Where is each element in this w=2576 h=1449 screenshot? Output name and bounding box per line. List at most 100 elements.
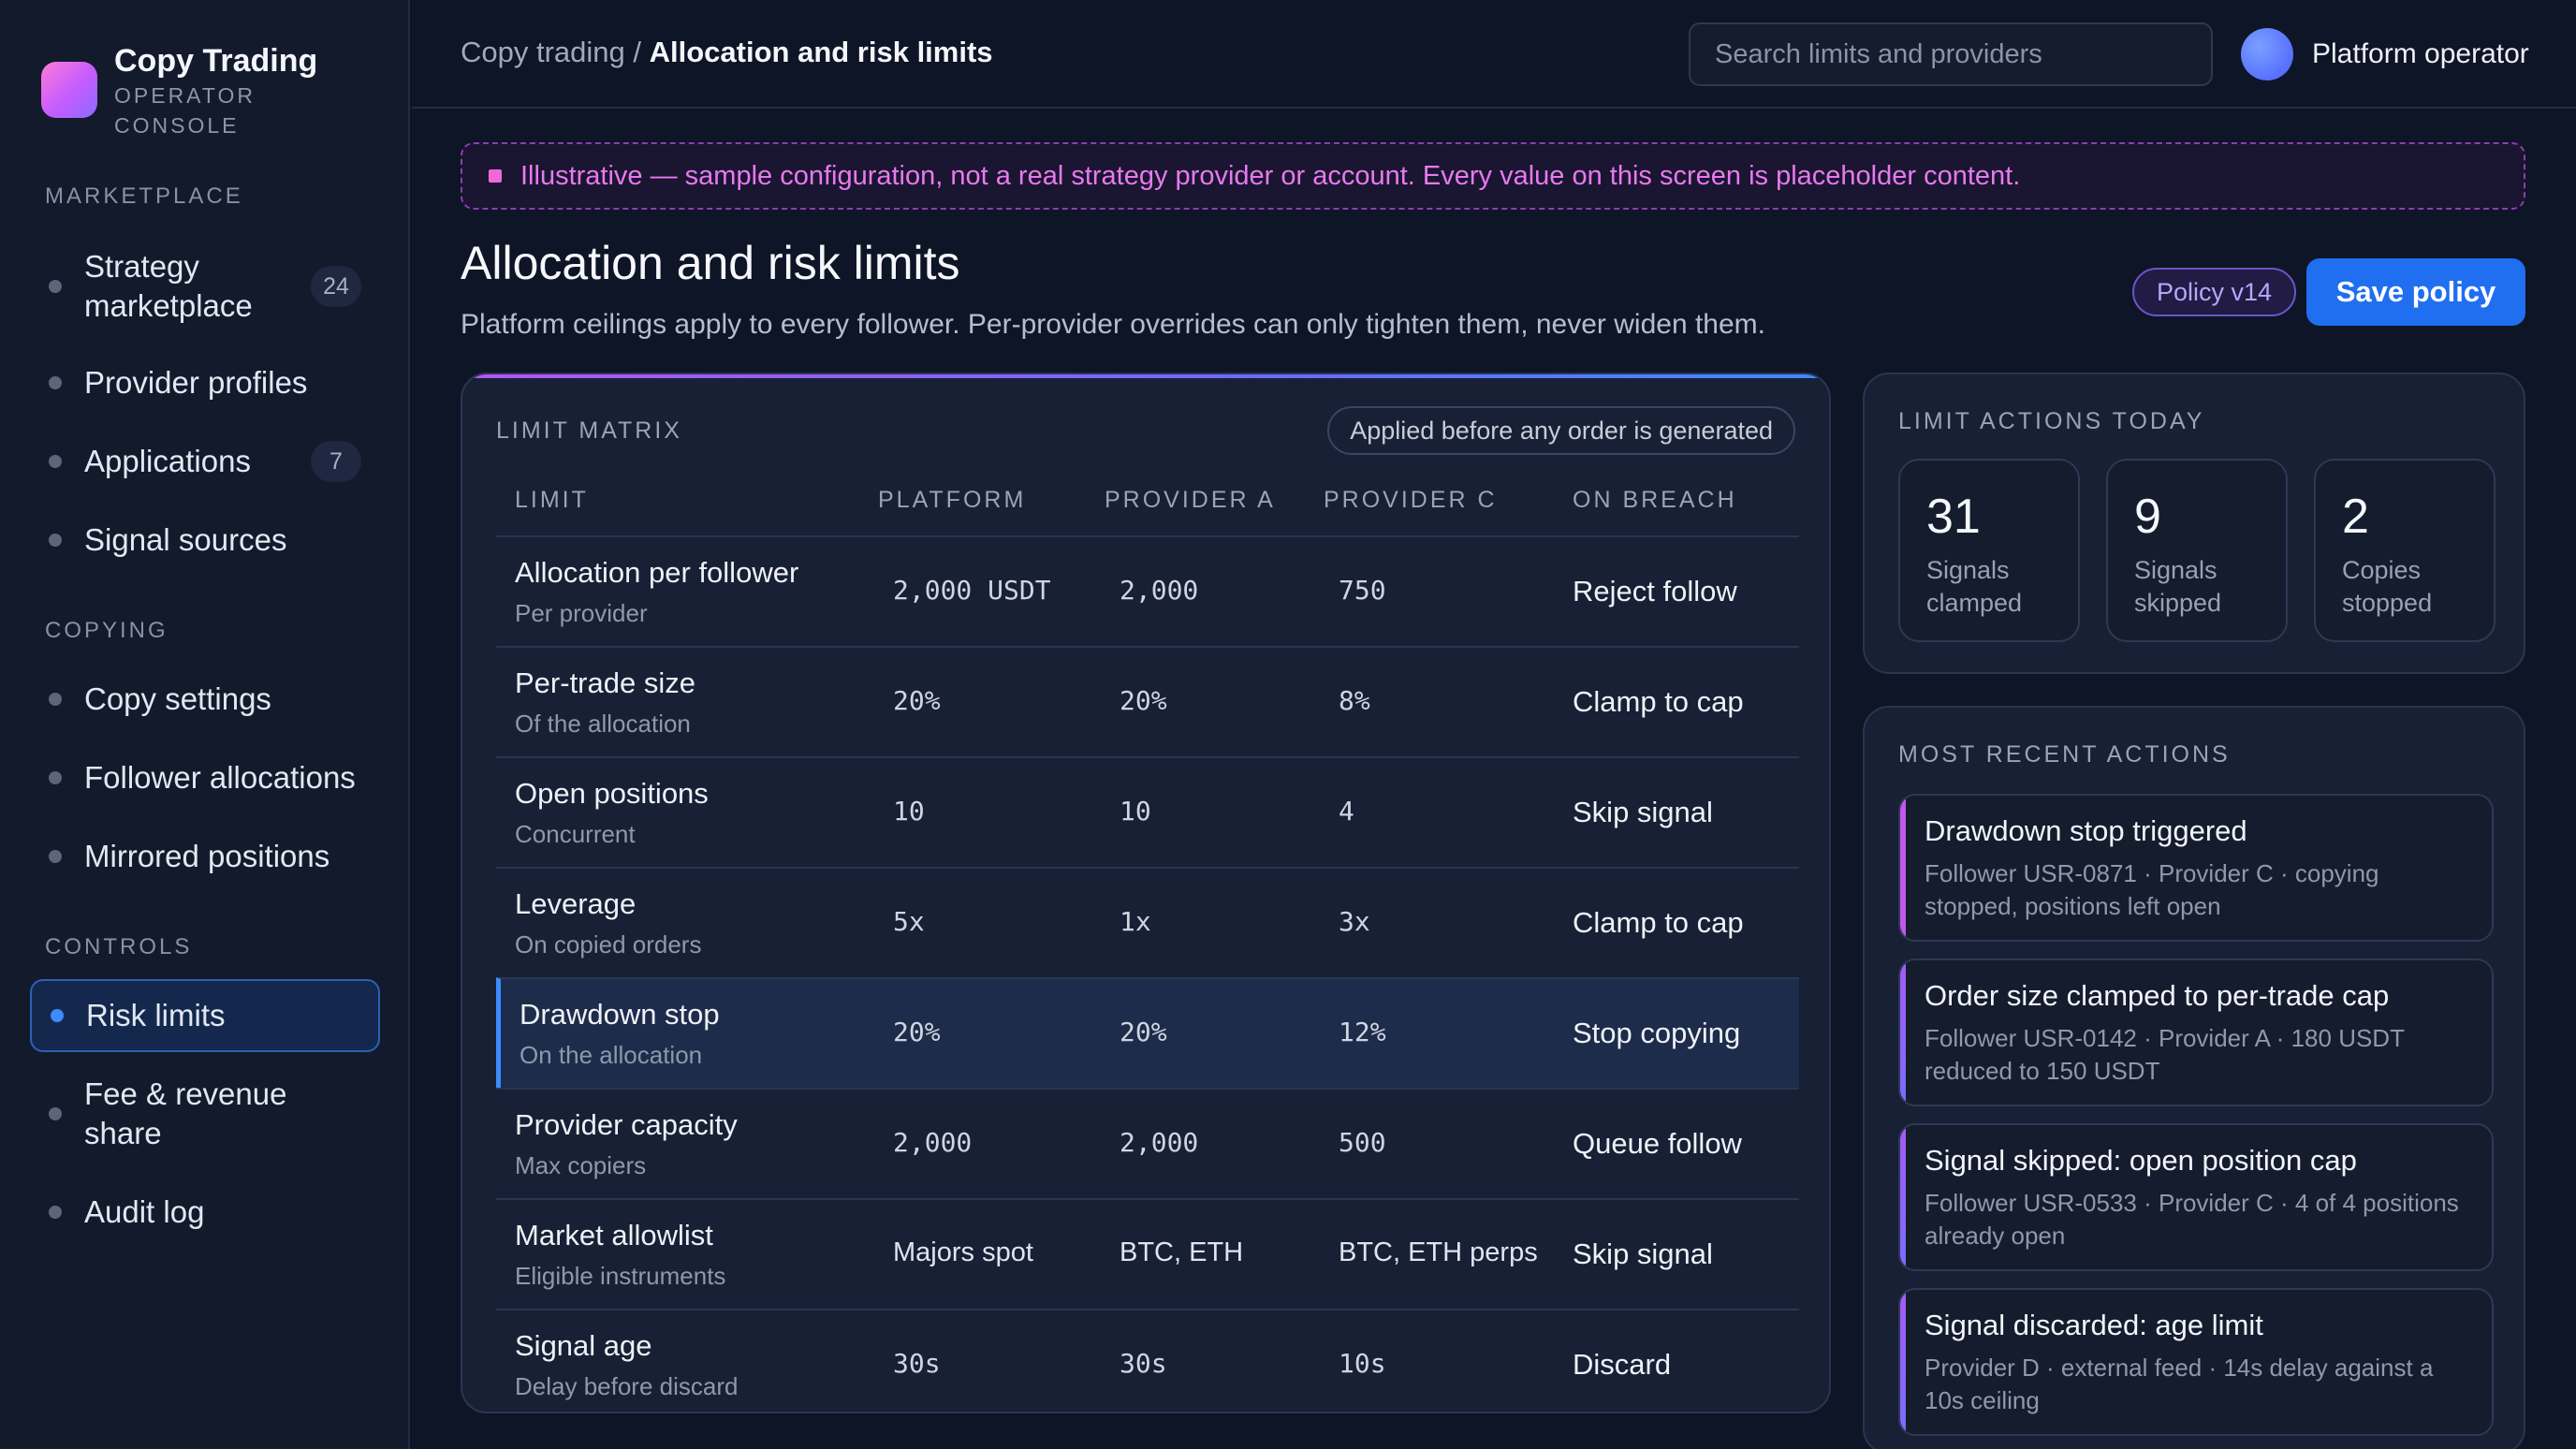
limit-matrix-card: LIMIT MATRIX Applied before any order is… — [461, 373, 1831, 1413]
sidebar-item-label: Mirrored positions — [84, 839, 330, 873]
avatar[interactable] — [2241, 28, 2293, 80]
sidebar-item-provider-profiles[interactable]: Provider profiles — [30, 363, 380, 402]
search-box[interactable] — [1689, 22, 2213, 86]
provider-a-value: 30s — [1120, 1348, 1167, 1379]
brand-subtitle: OPERATOR CONSOLE — [114, 83, 256, 138]
stat-value: 9 — [2134, 490, 2161, 544]
sidebar-item-risk-limits[interactable]: Risk limits — [30, 979, 380, 1052]
stat-copies-stopped[interactable]: 2 Copies stopped — [2314, 459, 2496, 642]
platform-value: 30s — [893, 1348, 941, 1379]
limit-description: Of the allocation — [515, 710, 691, 738]
limit-name: Leverage — [515, 887, 637, 920]
most-recent-actions-card: MOST RECENT ACTIONS Drawdown stop trigge… — [1863, 706, 2525, 1449]
sidebar-item-copy-settings[interactable]: Copy settings — [30, 680, 380, 719]
provider-c-value: 750 — [1339, 575, 1386, 606]
sidebar-item-fee-revenue-share[interactable]: Fee & revenue share — [30, 1073, 380, 1155]
limit-description: Concurrent — [515, 820, 636, 848]
stat-label: Copies stopped — [2342, 556, 2433, 617]
user-menu[interactable]: Platform operator — [2241, 28, 2529, 80]
policy-version-badge[interactable]: Policy v14 — [2132, 268, 2297, 316]
action-description: Provider D · external feed · 14s delay a… — [1925, 1354, 2434, 1414]
on-breach-action: Skip signal — [1573, 796, 1713, 828]
stat-signals-clamped[interactable]: 31 Signals clamped — [1898, 459, 2080, 642]
limit-row[interactable]: Signal age Delay before discard 30s 30s 10s D… — [496, 1309, 1799, 1412]
on-breach-action: Clamp to cap — [1573, 906, 1744, 939]
sidebar-item-audit-log[interactable]: Audit log — [30, 1193, 380, 1232]
limit-row[interactable]: Drawdown stop On the allocation 20% 20% 12% S… — [496, 977, 1799, 1088]
sidebar-item-label: Provider profiles — [84, 365, 308, 400]
breadcrumb-current: Allocation and risk limits — [649, 36, 993, 68]
on-breach-action: Skip signal — [1573, 1237, 1713, 1270]
sidebar-item-signal-sources[interactable]: Signal sources — [30, 520, 380, 560]
nav-section-copying: COPYING — [45, 618, 168, 643]
nav-dot-icon — [51, 1009, 64, 1022]
nav-dot-icon — [49, 280, 62, 293]
action-title: Drawdown stop triggered — [1925, 814, 2247, 847]
recent-action-item[interactable]: Signal skipped: open position cap Follow… — [1898, 1123, 2494, 1271]
nav-section-controls: CONTROLS — [45, 934, 193, 959]
sidebar: Copy Trading OPERATOR CONSOLE MARKETPLAC… — [0, 0, 410, 1449]
limit-row[interactable]: Provider capacity Max copiers 2,000 2,000 50… — [496, 1088, 1799, 1198]
on-breach-action: Discard — [1573, 1348, 1672, 1381]
sidebar-item-label: Signal sources — [84, 522, 287, 557]
provider-a-value: BTC, ETH — [1120, 1237, 1244, 1267]
limit-name: Drawdown stop — [520, 998, 720, 1031]
column-header-on-breach: ON BREACH — [1573, 487, 1737, 513]
stat-label: Signals clamped — [1926, 556, 2023, 617]
brand-logo-icon — [41, 62, 97, 118]
sidebar-item-applications[interactable]: Applications 7 — [30, 441, 380, 482]
nav-dot-icon — [49, 1206, 62, 1219]
page-title: Allocation and risk limits — [461, 237, 960, 289]
card-accent-line — [462, 374, 1829, 378]
action-description: Follower USR-0142 · Provider A · 180 USD… — [1925, 1024, 2405, 1085]
column-header-platform: PLATFORM — [878, 487, 1027, 513]
sidebar-item-label: Risk limits — [86, 998, 226, 1032]
column-header-limit: LIMIT — [515, 487, 589, 513]
action-accent-bar — [1900, 960, 1906, 1105]
stat-signals-skipped[interactable]: 9 Signals skipped — [2106, 459, 2288, 642]
banner-text: Illustrative — sample configuration, not… — [520, 160, 2021, 191]
limit-row[interactable]: Open positions Concurrent 10 10 4 Skip signal — [496, 756, 1799, 867]
sidebar-item-strategy-marketplace[interactable]: Strategy marketplace 24 — [30, 245, 380, 328]
limit-description: Max copiers — [515, 1151, 647, 1179]
sidebar-item-label: Strategy marketplace — [84, 249, 253, 323]
limit-actions-today-card: LIMIT ACTIONS TODAY 31 Signals clamped 9… — [1863, 373, 2525, 674]
platform-value: Majors spot — [893, 1237, 1033, 1267]
sidebar-item-mirrored-positions[interactable]: Mirrored positions — [30, 837, 380, 876]
nav-dot-icon — [49, 455, 62, 468]
breadcrumb-parent[interactable]: Copy trading / — [461, 36, 641, 68]
provider-c-value: 10s — [1339, 1348, 1386, 1379]
recent-action-item[interactable]: Signal discarded: age limit Provider D ·… — [1898, 1288, 2494, 1436]
nav-dot-icon — [49, 771, 62, 784]
provider-c-value: 3x — [1339, 906, 1370, 937]
save-policy-button[interactable]: Save policy — [2306, 258, 2525, 326]
sidebar-item-follower-allocations[interactable]: Follower allocations — [30, 758, 380, 798]
limit-row[interactable]: Per-trade size Of the allocation 20% 20% 8% C… — [496, 646, 1799, 756]
limit-name: Allocation per follower — [515, 556, 799, 589]
search-input[interactable] — [1715, 39, 2187, 70]
platform-value: 10 — [893, 796, 925, 827]
provider-c-value: 8% — [1339, 685, 1370, 716]
provider-a-value: 2,000 — [1120, 1127, 1199, 1158]
platform-value: 5x — [893, 906, 925, 937]
limit-description: On copied orders — [515, 930, 702, 959]
count-badge: 7 — [311, 441, 361, 482]
limit-description: On the allocation — [520, 1041, 703, 1069]
action-description: Follower USR-0871 · Provider C · copying… — [1925, 859, 2379, 920]
limit-row[interactable]: Allocation per follower Per provider 2,000… — [496, 535, 1799, 646]
topbar: Copy trading / Allocation and risk limit… — [412, 0, 2576, 109]
provider-a-value: 10 — [1120, 796, 1151, 827]
provider-c-value: BTC, ETH perps — [1339, 1237, 1538, 1267]
nav-dot-icon — [49, 693, 62, 706]
recent-label: MOST RECENT ACTIONS — [1898, 741, 2231, 768]
brand[interactable]: Copy Trading OPERATOR CONSOLE — [41, 41, 317, 140]
platform-value: 2,000 — [893, 1127, 973, 1158]
action-title: Order size clamped to per-trade cap — [1925, 979, 2390, 1012]
limit-row[interactable]: Leverage On copied orders 5x 1x 3x Clamp to c… — [496, 867, 1799, 977]
recent-action-item[interactable]: Order size clamped to per-trade cap Foll… — [1898, 959, 2494, 1106]
platform-value: 2,000 USDT — [893, 575, 1051, 606]
limit-row[interactable]: Market allowlist Eligible instruments Majo… — [496, 1198, 1799, 1309]
provider-a-value: 1x — [1120, 906, 1151, 937]
recent-action-item[interactable]: Drawdown stop triggered Follower USR-087… — [1898, 794, 2494, 942]
platform-value: 20% — [893, 1017, 941, 1047]
